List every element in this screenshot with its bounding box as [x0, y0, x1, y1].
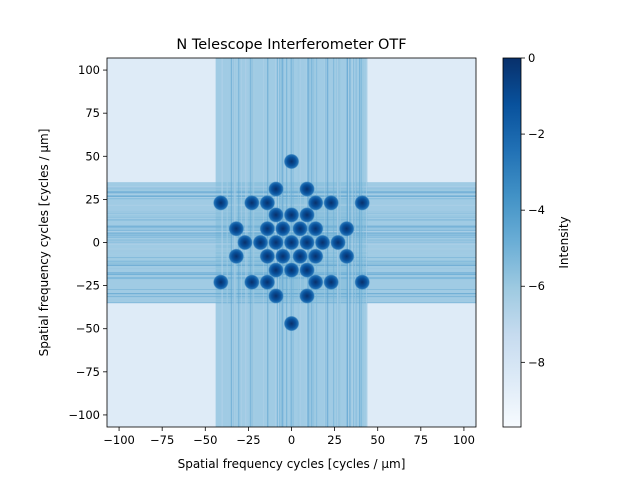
otf-peak [330, 234, 346, 251]
otf-peak [292, 220, 308, 237]
otf-peak [307, 248, 324, 265]
colorbar-tick-label: −8 [528, 355, 545, 369]
x-tick-label: 0 [288, 433, 295, 447]
otf-peak [237, 234, 253, 251]
y-tick-label: 25 [85, 192, 100, 206]
otf-peak [275, 220, 291, 237]
otf-peak [283, 153, 300, 170]
colorbar-tick-label: −2 [528, 127, 545, 141]
y-tick-label: 50 [85, 149, 100, 163]
otf-peak [283, 315, 300, 332]
x-tick-label: −100 [103, 433, 135, 447]
x-tick-label: 100 [453, 433, 475, 447]
otf-peak [299, 288, 315, 304]
x-tick-label: 25 [327, 433, 342, 447]
otf-peak [268, 262, 284, 278]
otf-peak [283, 234, 300, 251]
y-tick-label: −100 [68, 408, 100, 422]
y-tick-label: −25 [76, 279, 100, 293]
otf-peak [213, 274, 229, 290]
x-tick-label: 50 [370, 433, 385, 447]
colorbar-frame [502, 57, 522, 428]
otf-peak [259, 274, 276, 290]
otf-peak [314, 234, 331, 251]
otf-peak [259, 248, 276, 265]
y-tick-label: 100 [78, 63, 100, 77]
otf-peak [354, 195, 370, 211]
otf-peak [259, 220, 276, 237]
otf-peak [252, 234, 269, 251]
otf-peak [307, 220, 324, 237]
peak-layer [213, 153, 370, 332]
colorbar-tick-label: −4 [528, 203, 545, 217]
otf-peak [275, 248, 291, 265]
x-tick-label: −75 [150, 433, 174, 447]
otf-peak [268, 234, 284, 251]
otf-peak [228, 248, 245, 265]
colorbar-label: Intensity [557, 216, 571, 268]
otf-peak [268, 207, 284, 223]
otf-peak [283, 262, 300, 278]
otf-peak [259, 195, 276, 211]
x-axis-label: Spatial frequency cycles [cycles / μm] [178, 457, 406, 471]
colorbar-gradient [503, 58, 521, 427]
otf-peak [338, 220, 355, 237]
otf-peak [228, 220, 245, 237]
otf-peak [292, 248, 308, 265]
colorbar-tick-label: 0 [528, 51, 535, 65]
otf-peak [268, 288, 284, 304]
y-tick-label: 75 [85, 106, 100, 120]
colorbar: 0 −2 −4 −6 −8 Intensity [502, 51, 571, 428]
y-tick-label: −50 [76, 322, 100, 336]
otf-peak [299, 181, 315, 197]
x-tick-label: 75 [414, 433, 429, 447]
otf-peak [323, 195, 339, 211]
otf-peak [299, 207, 315, 223]
y-axis-ticks: −100 −75 −50 −25 0 25 50 75 100 [68, 63, 107, 422]
chart-title: N Telescope Interferometer OTF [176, 37, 406, 53]
otf-peak [283, 207, 300, 223]
y-axis-label: Spatial frequency cycles [cycles / μm] [37, 129, 51, 357]
x-tick-label: −50 [193, 433, 217, 447]
y-tick-label: 0 [93, 236, 100, 250]
plot-area [107, 58, 476, 427]
colorbar-ticks: 0 −2 −4 −6 −8 [521, 51, 545, 369]
otf-peak [307, 274, 324, 290]
otf-peak [354, 274, 370, 290]
y-tick-label: −75 [76, 365, 100, 379]
otf-peak [244, 195, 260, 211]
otf-peak [213, 195, 229, 211]
x-tick-label: −25 [236, 433, 260, 447]
otf-peak [299, 262, 315, 278]
otf-peak [323, 274, 339, 290]
otf-peak [299, 234, 315, 251]
x-axis-ticks: −100 −75 −50 −25 0 25 50 75 100 [103, 427, 475, 447]
otf-peak [268, 181, 284, 197]
otf-peak [244, 274, 260, 290]
colorbar-tick-label: −6 [528, 279, 545, 293]
otf-peak [307, 195, 324, 211]
otf-peak [338, 248, 355, 265]
